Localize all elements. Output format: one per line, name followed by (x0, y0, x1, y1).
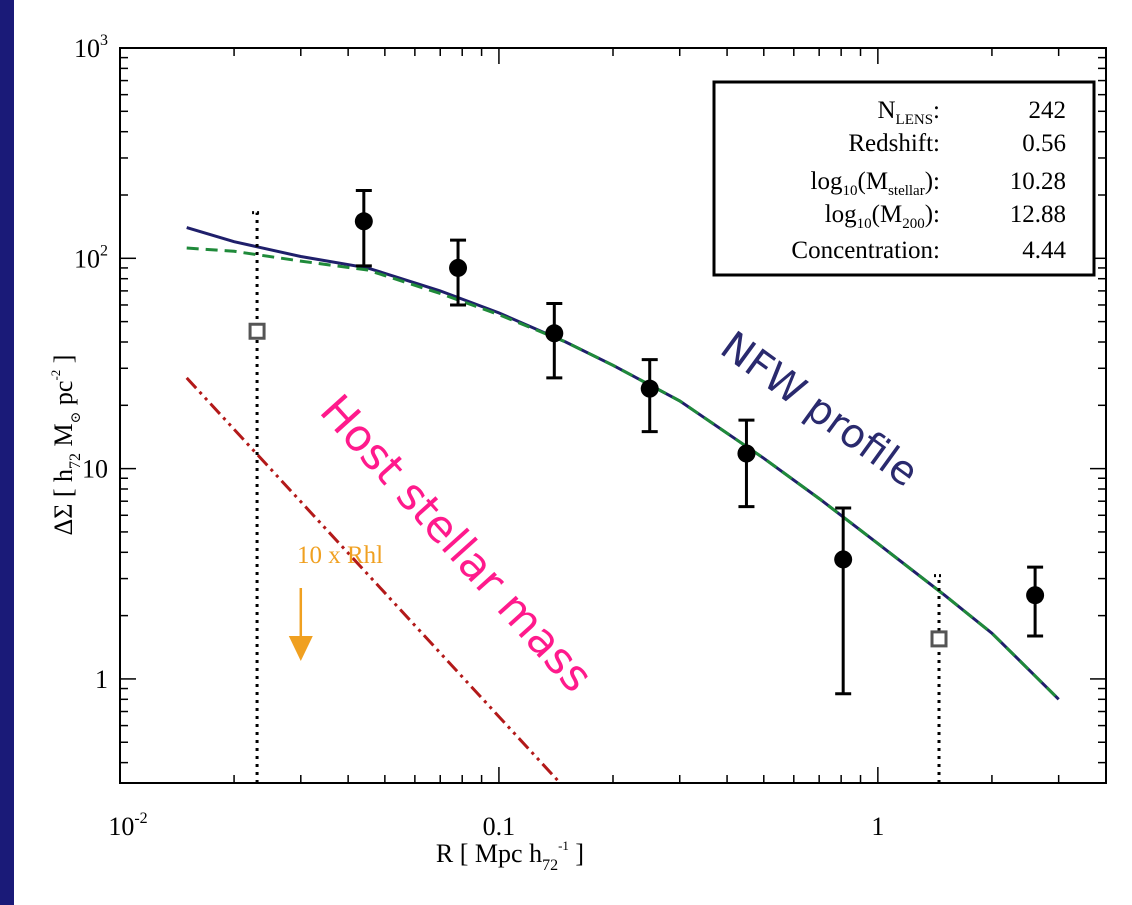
x-axis-label: R [ Mpc h72-1 ] (436, 838, 584, 874)
y-axis-label: ΔΣ [ h72 M⊙ pc-2 ] (48, 355, 84, 536)
nfw-profile-line (186, 226, 1060, 701)
legend-value-concentration: 4.44 (1022, 237, 1066, 264)
data-point (1026, 586, 1045, 605)
data-point (640, 379, 659, 398)
x-tick-label: 10-2 (108, 810, 147, 841)
legend-value-nlens: 242 (1029, 97, 1067, 124)
total-model-dashed-line (186, 246, 1060, 701)
lens-parameters-box: NLENS: 242 Redshift: 0.56 log10(Mstellar… (712, 80, 1096, 277)
legend-label-m200: log10(M200): (825, 201, 940, 232)
model-curves (185, 226, 1060, 785)
data-point (545, 324, 564, 343)
tick-labels: 10-2 0.1 1 1 10 102 103 (74, 32, 884, 841)
rhl-label: 10 x Rhl (297, 542, 383, 569)
legend-value-mstellar: 10.28 (1010, 168, 1066, 195)
data-point (449, 258, 468, 277)
legend-label-nlens: NLENS: (877, 97, 940, 128)
open-square-point (248, 322, 266, 340)
nfw-profile-annotation: NFW profile (712, 323, 926, 496)
rhl-marker: 10 x Rhl (288, 542, 383, 661)
data-point (834, 550, 853, 569)
legend-label-redshift: Redshift: (848, 130, 940, 157)
axes-frame (119, 47, 1107, 784)
legend-value-m200: 12.88 (1010, 201, 1066, 228)
legend-value-redshift: 0.56 (1022, 130, 1066, 157)
open-square-point (930, 630, 948, 648)
legend-label-mstellar: log10(Mstellar): (811, 168, 940, 199)
data-point (737, 444, 756, 463)
y-tick-label: 1 (95, 665, 108, 694)
x-tick-label: 1 (871, 812, 884, 841)
data-point (354, 212, 373, 231)
x-tick-label: 0.1 (483, 812, 516, 841)
rhl-arrow-head (288, 636, 313, 661)
y-tick-label: 102 (74, 242, 108, 273)
data-points (248, 189, 1045, 783)
legend-label-concentration: Concentration: (791, 237, 940, 264)
host-stellar-mass-line (185, 376, 562, 785)
y-tick-label: 10 (82, 455, 108, 484)
y-tick-label: 103 (74, 32, 108, 63)
down-arrow-icon (288, 588, 313, 661)
